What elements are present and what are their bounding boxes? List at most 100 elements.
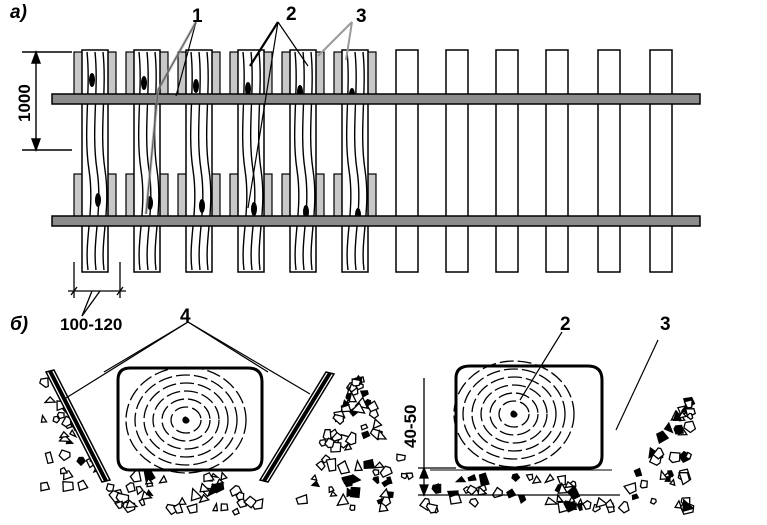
wood-knot (251, 202, 257, 216)
callout-3-section: 3 (660, 314, 671, 335)
timber-section-right (453, 360, 604, 470)
height-dimension-label: 1000 (15, 84, 34, 122)
timber-section-left (116, 366, 264, 474)
gravel-stone (145, 489, 154, 497)
gravel-stone (683, 420, 697, 434)
wood-grain (85, 51, 92, 271)
callout-4-leaders (65, 321, 311, 399)
gravel-stone (405, 472, 414, 481)
gravel-stone (295, 493, 309, 505)
gravel-stone (199, 482, 211, 493)
depth-dimension (418, 378, 620, 497)
gravel-stone (659, 469, 669, 480)
wood-grain (241, 51, 248, 271)
gravel-stone (682, 498, 695, 513)
gravel-stone (678, 472, 691, 486)
gravel-stone (203, 471, 215, 483)
gravel-stone (231, 507, 240, 516)
wood-grain (153, 51, 160, 271)
gravel-stone (425, 502, 439, 514)
wood-grain (293, 51, 300, 271)
gravel-stone (454, 475, 467, 483)
gravel-stone (39, 377, 49, 389)
gravel-stone (372, 476, 380, 485)
gravel-stone (138, 497, 146, 507)
gravel-stone (360, 423, 369, 431)
gravel-stone (354, 458, 364, 472)
gravel-stone (361, 430, 371, 440)
gravel-stone (40, 481, 51, 492)
callout-2: 2 (286, 4, 297, 25)
gravel-stone (467, 473, 477, 482)
gravel-stone (322, 429, 332, 440)
callout-4: 4 (180, 306, 191, 327)
pith (510, 410, 518, 418)
gravel-stone (56, 411, 65, 420)
panel-b-label: б) (10, 314, 28, 335)
gravel-stone (328, 486, 335, 494)
gravel-stone (359, 390, 369, 398)
gravel-stone (158, 474, 168, 484)
gravel-stone (543, 473, 555, 484)
gravel-stone (396, 453, 406, 462)
panel-a-plan-view: 1000 100-120 а) 1 2 3 (10, 2, 701, 334)
lower-rail (51, 215, 701, 227)
gravel-stone (677, 410, 688, 420)
sleeper (597, 49, 621, 273)
gravel-stone (320, 454, 331, 464)
gravel-stone (324, 437, 335, 449)
wood-knot (89, 73, 95, 87)
gravel-stone (341, 399, 351, 409)
gravel-stone (372, 469, 380, 477)
gravel-stone (466, 484, 477, 496)
gravel-stone (663, 421, 674, 434)
growth-ring (161, 398, 211, 442)
gravel-stone (43, 395, 57, 404)
gravel-stone (325, 457, 337, 472)
gravel-stone (372, 461, 385, 469)
gravel-stone (366, 400, 380, 413)
gravel-stone (595, 496, 609, 509)
gravel-stone (372, 417, 383, 430)
gravel-stone (623, 482, 637, 495)
wood-grain (197, 51, 204, 271)
height-dimension (22, 49, 72, 153)
gravel-stone (531, 474, 542, 485)
gravel-stone (310, 480, 321, 488)
callout-2-section: 2 (560, 314, 571, 335)
gravel-stone (344, 431, 357, 446)
gravel-stone (336, 459, 351, 475)
gravel-stone (431, 483, 442, 495)
growth-ring (480, 384, 548, 444)
sleeper (395, 49, 419, 273)
gravel-stone (318, 438, 327, 447)
gravel-stone (348, 390, 358, 403)
gravel-stone (563, 500, 577, 513)
growth-ring (125, 366, 247, 474)
gravel-stone (576, 502, 583, 512)
gravel-stone (564, 480, 576, 489)
gravel-stone (633, 467, 643, 478)
growth-ring (453, 360, 575, 468)
gravel-stone (76, 456, 87, 467)
wood-knot (245, 82, 251, 96)
gravel-stone (52, 415, 61, 424)
gravel-stone (349, 486, 361, 499)
gravel-stone (210, 472, 220, 479)
gravel-stone (379, 465, 393, 479)
gravel-stone (77, 479, 89, 492)
gravel-stone (380, 496, 392, 507)
wood-grain (189, 51, 196, 271)
depth-dimension-label: 40-50 (401, 405, 420, 448)
growth-ring (143, 382, 229, 458)
gravel-stone (386, 476, 393, 485)
width-dimension-label: 100-120 (60, 315, 122, 334)
wood-knot (95, 193, 101, 207)
gravel-stone (517, 494, 527, 504)
gravel-stone (381, 479, 390, 488)
gravel-stone (544, 496, 560, 506)
gravel-stone (125, 481, 136, 493)
gravel-stone (186, 503, 198, 514)
wood-pads (73, 51, 377, 225)
gravel-stone (105, 483, 115, 492)
